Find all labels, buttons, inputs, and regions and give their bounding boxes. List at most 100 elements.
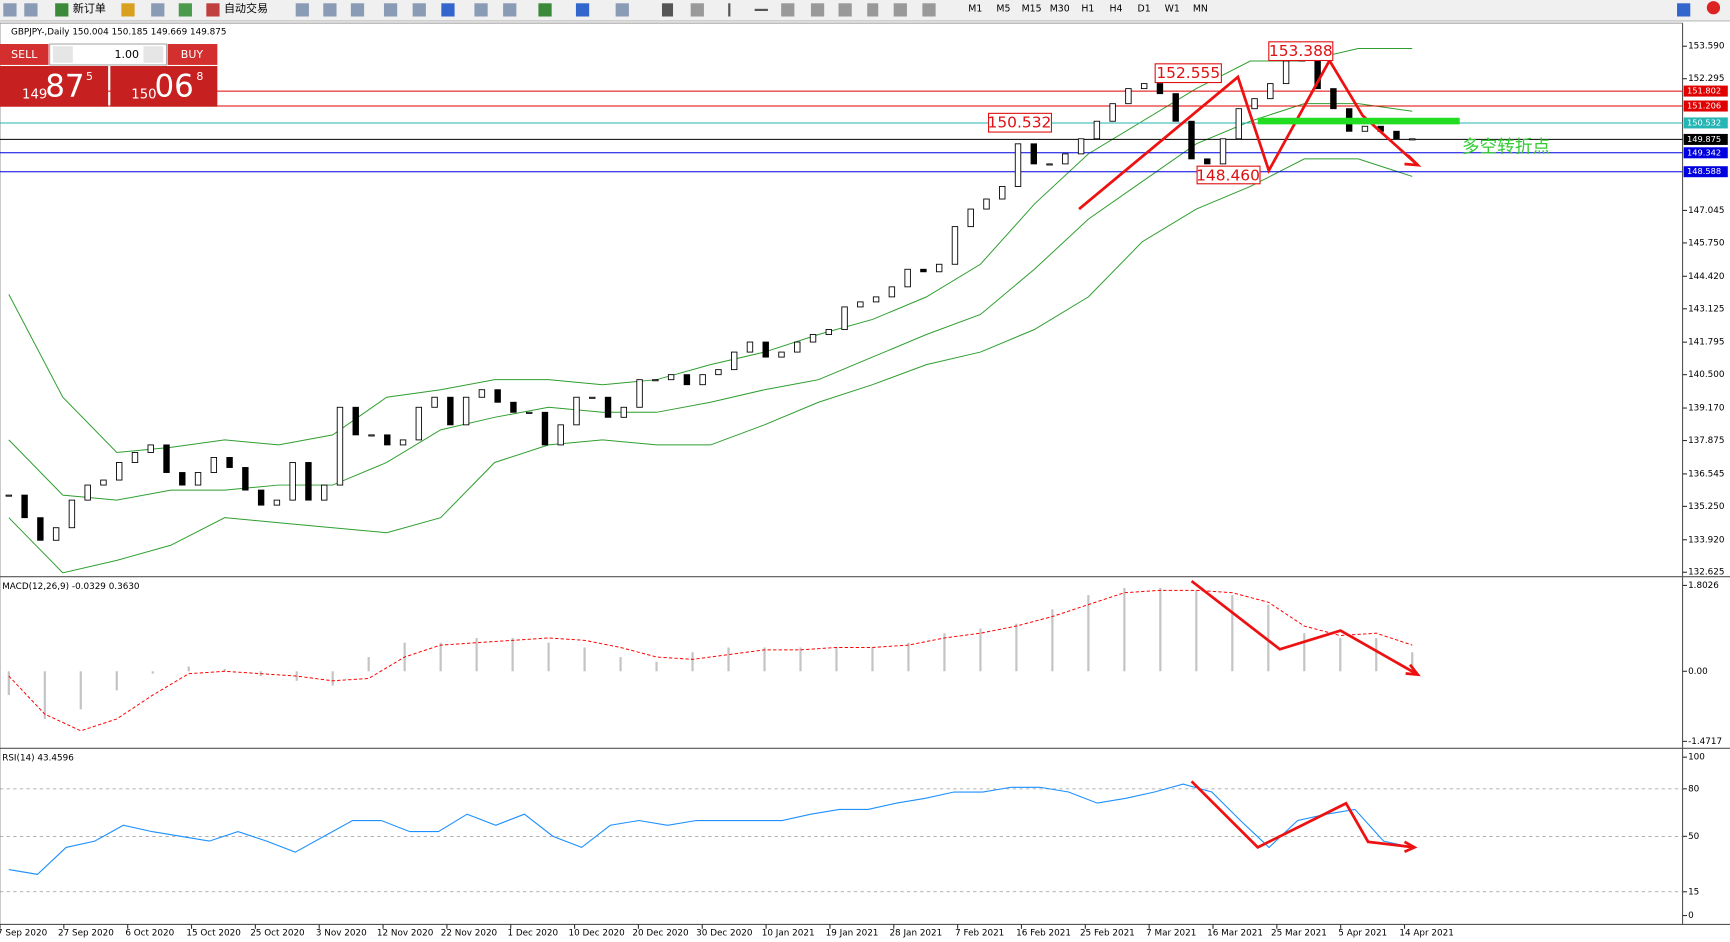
buy-button[interactable] bbox=[167, 44, 218, 65]
lots-up[interactable] bbox=[143, 46, 164, 63]
icon[interactable] bbox=[1677, 3, 1691, 17]
price-level-tag bbox=[1683, 85, 1728, 97]
lots-down[interactable] bbox=[52, 46, 73, 63]
bid-point: 5 bbox=[86, 70, 93, 83]
date-label: 25 Mar 2021 bbox=[1271, 929, 1327, 939]
toolbar-icons bbox=[3, 1, 1721, 17]
sell-button[interactable] bbox=[0, 44, 49, 65]
candle-body bbox=[210, 457, 218, 473]
timeframe[interactable]: M15 bbox=[1022, 3, 1042, 14]
y-tick-label: 143.125 bbox=[1688, 304, 1724, 314]
timeframe[interactable]: MN bbox=[1193, 3, 1208, 14]
candle-body bbox=[809, 334, 817, 343]
price-level-label: 148.588 bbox=[1687, 166, 1721, 176]
icon[interactable] bbox=[810, 3, 825, 17]
ask-box[interactable] bbox=[110, 66, 218, 107]
icon[interactable] bbox=[383, 3, 398, 17]
macd-bar bbox=[223, 668, 226, 672]
timeframe[interactable]: M5 bbox=[996, 3, 1010, 14]
icon[interactable] bbox=[350, 3, 365, 17]
buy-label[interactable]: BUY bbox=[181, 48, 204, 61]
annotations: 152.555 153.388 150.532 148.460 bbox=[988, 41, 1334, 185]
candle-body bbox=[415, 406, 423, 441]
icon[interactable] bbox=[538, 3, 552, 17]
macd-bar bbox=[151, 671, 154, 674]
y-tick-label: -1.4717 bbox=[1688, 737, 1722, 747]
sell-label[interactable]: SELL bbox=[11, 48, 38, 61]
macd-bar bbox=[367, 657, 370, 672]
icon[interactable] bbox=[503, 3, 517, 17]
timeframe[interactable]: D1 bbox=[1138, 3, 1151, 14]
candle-body bbox=[1156, 83, 1164, 95]
bid-big-figure: 149 bbox=[22, 88, 47, 103]
icon[interactable] bbox=[615, 3, 629, 17]
icon[interactable] bbox=[323, 3, 337, 17]
ask-point: 8 bbox=[196, 70, 203, 83]
timeframe[interactable]: W1 bbox=[1165, 3, 1180, 14]
arrow-head bbox=[1403, 840, 1418, 854]
candle-body bbox=[1172, 93, 1179, 122]
bid-box[interactable] bbox=[0, 66, 109, 107]
candle-body bbox=[163, 444, 170, 473]
candle-body bbox=[336, 406, 344, 486]
icon[interactable] bbox=[893, 3, 907, 17]
date-label: 19 Jan 2021 bbox=[826, 929, 879, 939]
icon[interactable] bbox=[151, 3, 165, 17]
candle-body bbox=[1093, 120, 1101, 140]
candle-body bbox=[462, 396, 470, 426]
macd-bar bbox=[1375, 637, 1378, 672]
icon[interactable] bbox=[412, 3, 426, 17]
icon[interactable] bbox=[121, 3, 135, 17]
candle-body bbox=[194, 472, 202, 486]
icon[interactable] bbox=[754, 8, 768, 12]
icon[interactable] bbox=[922, 3, 936, 17]
icon[interactable] bbox=[575, 3, 590, 17]
candle-body bbox=[778, 351, 785, 358]
candle-body bbox=[1282, 60, 1290, 85]
macd-bar bbox=[295, 671, 298, 681]
candle-body bbox=[935, 263, 943, 273]
candle-body bbox=[257, 489, 265, 506]
date-label: 16 Mar 2021 bbox=[1207, 929, 1263, 939]
icon[interactable] bbox=[178, 3, 192, 17]
timeframe[interactable]: H4 bbox=[1109, 3, 1122, 14]
icon[interactable] bbox=[55, 3, 69, 17]
macd-signal bbox=[8, 589, 1413, 732]
icon[interactable] bbox=[474, 3, 488, 17]
timeframe[interactable]: H1 bbox=[1081, 3, 1094, 14]
icon[interactable] bbox=[867, 3, 879, 17]
timeframe[interactable]: M30 bbox=[1050, 3, 1070, 14]
icon[interactable] bbox=[838, 3, 852, 17]
icon[interactable] bbox=[728, 3, 731, 17]
candle-body bbox=[289, 462, 296, 501]
y-tick-label: 133.920 bbox=[1688, 535, 1725, 545]
quotes: 149 87 5 150 06 8 bbox=[22, 69, 203, 105]
timeframe[interactable]: M1 bbox=[968, 3, 982, 14]
candle-body bbox=[1062, 153, 1069, 165]
macd-bar bbox=[655, 661, 658, 672]
candle-body bbox=[147, 444, 154, 453]
icon[interactable] bbox=[295, 3, 309, 17]
macd-bar bbox=[475, 637, 478, 672]
icon[interactable] bbox=[690, 3, 704, 17]
icon[interactable] bbox=[441, 3, 455, 17]
y-tick-label: 141.795 bbox=[1688, 338, 1724, 348]
candle-body bbox=[5, 494, 13, 497]
new-order[interactable]: 新订单 bbox=[73, 1, 106, 15]
timeframes: M1 M5 M15 M30 H1 H4 D1 W1 MN bbox=[968, 3, 1208, 14]
icon bbox=[3, 3, 17, 17]
icon[interactable] bbox=[781, 3, 795, 17]
icon[interactable] bbox=[661, 3, 674, 17]
notification[interactable] bbox=[1706, 1, 1721, 15]
candle-body bbox=[872, 296, 880, 303]
candle-body bbox=[305, 462, 312, 501]
icon[interactable] bbox=[206, 3, 220, 17]
candle-body bbox=[226, 457, 233, 468]
candle-body bbox=[620, 406, 628, 418]
annotation: 150.532 bbox=[988, 114, 1052, 132]
candle-body bbox=[478, 389, 486, 398]
lots-input[interactable] bbox=[49, 43, 168, 66]
lots-value[interactable]: 1.00 bbox=[114, 48, 139, 61]
auto-trading[interactable]: 自动交易 bbox=[224, 1, 268, 15]
